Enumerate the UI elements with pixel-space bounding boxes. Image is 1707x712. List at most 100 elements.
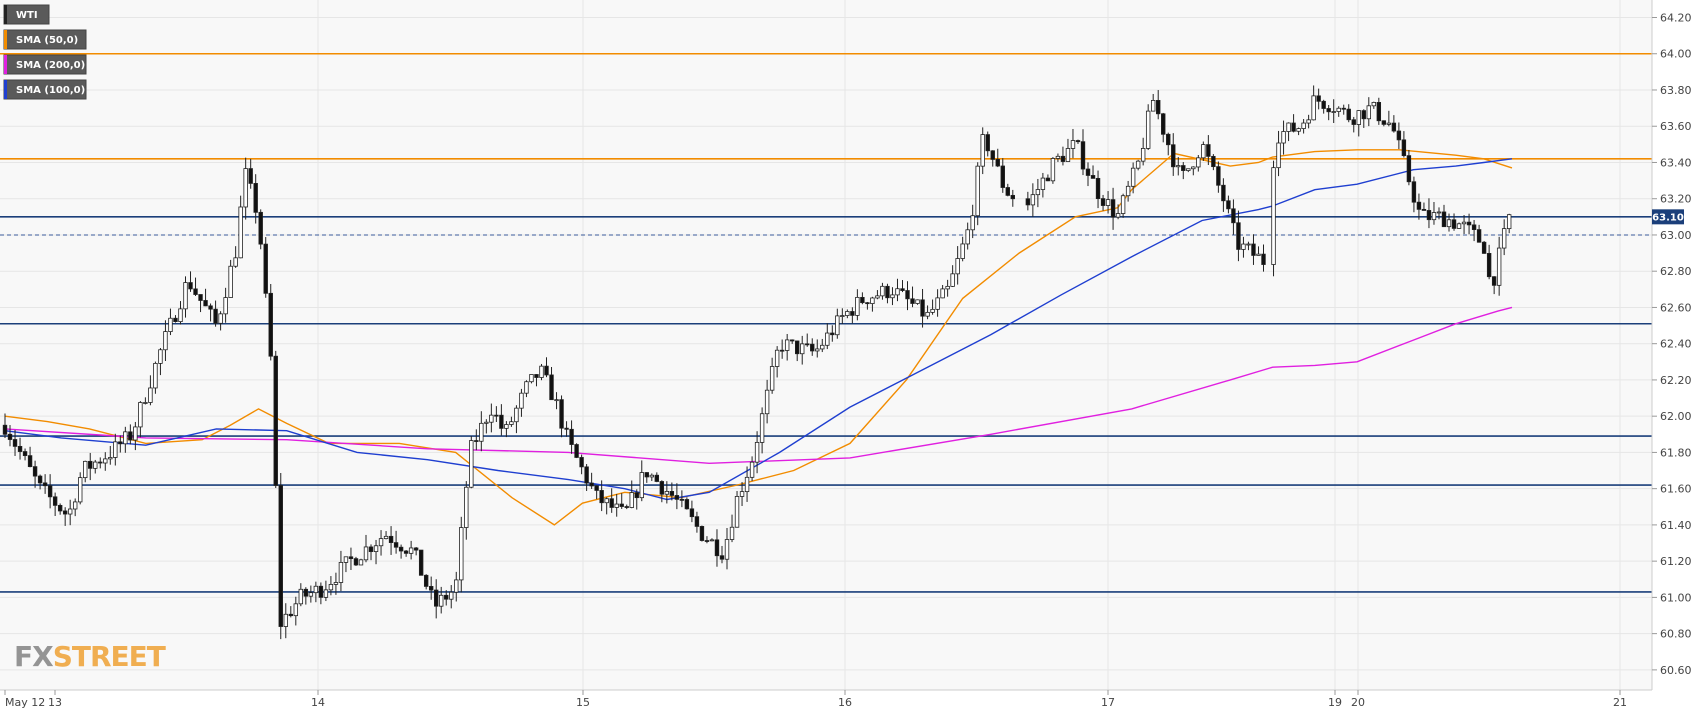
candle-bear — [1171, 144, 1176, 168]
candle-bull — [784, 339, 790, 351]
candle-bull — [940, 288, 945, 299]
candle-bull — [1035, 189, 1041, 196]
candle-bull — [764, 389, 770, 415]
candle-bull — [960, 243, 965, 259]
watermark-fx: FX — [14, 640, 54, 673]
candle-bull — [880, 285, 885, 297]
y-tick-label: 61.80 — [1660, 446, 1692, 459]
candle-bear — [569, 428, 574, 445]
candle-bear — [1466, 221, 1472, 226]
candle-bull — [524, 381, 529, 394]
candle-bear — [1110, 199, 1116, 218]
x-tick-label: 15 — [576, 696, 590, 709]
candle-bull — [629, 492, 634, 508]
candle-bear — [203, 300, 208, 307]
candle-bear — [1045, 177, 1051, 182]
candle-bull — [454, 579, 459, 593]
candle-bear — [1005, 187, 1010, 196]
candle-bull — [614, 503, 619, 508]
candle-bull — [724, 539, 730, 560]
candle-bull — [1120, 195, 1126, 214]
candle-bear — [609, 498, 614, 508]
candle-bear — [428, 586, 434, 591]
y-tick-label: 62.80 — [1660, 265, 1692, 278]
candle-bear — [699, 526, 705, 541]
candle-bull — [228, 265, 233, 298]
candle-bull — [293, 603, 299, 617]
candle-bear — [388, 535, 394, 543]
candle-bear — [213, 308, 218, 324]
y-tick-label: 63.60 — [1660, 120, 1692, 133]
x-tick-label: May 12 — [5, 696, 45, 709]
candle-bear — [1095, 177, 1101, 199]
legend-label: WTI — [16, 10, 38, 21]
candle-bull — [769, 366, 775, 391]
y-tick-label: 61.00 — [1660, 591, 1692, 604]
candle-bull — [358, 559, 364, 566]
candle-bear — [1090, 175, 1096, 179]
candle-bull — [1125, 185, 1131, 197]
candle-bear — [574, 444, 579, 458]
candle-bull — [93, 461, 98, 469]
candle-bull — [815, 348, 820, 352]
candle-bull — [218, 313, 223, 324]
candle-bear — [1261, 253, 1266, 265]
candle-bear — [98, 461, 103, 464]
candle-bull — [233, 257, 238, 267]
candle-bull — [323, 589, 329, 598]
candle-bull — [83, 460, 88, 479]
candle-bear — [52, 496, 58, 506]
y-tick-label: 62.00 — [1660, 410, 1692, 423]
candle-bull — [168, 317, 173, 332]
candle-bear — [47, 485, 53, 498]
y-tick-label: 62.20 — [1660, 374, 1692, 387]
candle-bull — [1296, 128, 1301, 132]
last-price-tag-background — [1652, 209, 1684, 225]
candle-bear — [1251, 243, 1256, 256]
candle-bull — [1456, 223, 1462, 229]
y-tick-label: 63.80 — [1660, 84, 1692, 97]
candle-bear — [1075, 140, 1081, 143]
legend-label: SMA (100,0) — [16, 85, 85, 96]
y-tick-label: 64.00 — [1660, 48, 1692, 61]
y-tick-label: 63.20 — [1660, 193, 1692, 206]
candle-bull — [1176, 165, 1181, 168]
candle-bear — [1025, 198, 1031, 206]
candle-bull — [1241, 243, 1246, 250]
candle-bull — [243, 168, 248, 208]
candle-bear — [288, 613, 293, 617]
candle-bear — [905, 290, 910, 300]
candle-bear — [900, 288, 905, 291]
candle-bear — [659, 481, 665, 495]
candle-bear — [1206, 144, 1211, 157]
y-tick-label: 63.40 — [1660, 156, 1692, 169]
candle-bull — [945, 285, 950, 290]
candle-bear — [564, 427, 569, 430]
candle-bull — [378, 538, 384, 547]
legend-label: SMA (50,0) — [16, 35, 78, 46]
candle-bear — [88, 460, 93, 469]
candle-bear — [1471, 224, 1477, 230]
candle-bear — [1481, 241, 1487, 254]
candle-bull — [67, 508, 73, 515]
candle-bear — [353, 558, 359, 566]
legend: WTI SMA (50,0) SMA (200,0) SMA (100,0) — [3, 4, 87, 100]
candle-bull — [439, 594, 444, 607]
last-price-label: 63.10 — [1652, 212, 1684, 223]
candle-bull — [709, 539, 715, 542]
candle-bull — [1306, 119, 1311, 124]
candle-bear — [37, 475, 43, 484]
candle-bull — [935, 297, 940, 310]
candle-bull — [163, 331, 168, 351]
candle-bull — [238, 206, 243, 259]
candle-bull — [1115, 213, 1121, 218]
y-tick-label: 60.80 — [1660, 628, 1692, 641]
candle-bull — [108, 457, 113, 460]
candle-bear — [1236, 222, 1241, 250]
candle-bull — [739, 491, 745, 497]
candle-bear — [273, 355, 278, 486]
candle-bull — [845, 311, 850, 316]
candle-bull — [103, 458, 108, 464]
x-tick-label: 16 — [838, 696, 852, 709]
